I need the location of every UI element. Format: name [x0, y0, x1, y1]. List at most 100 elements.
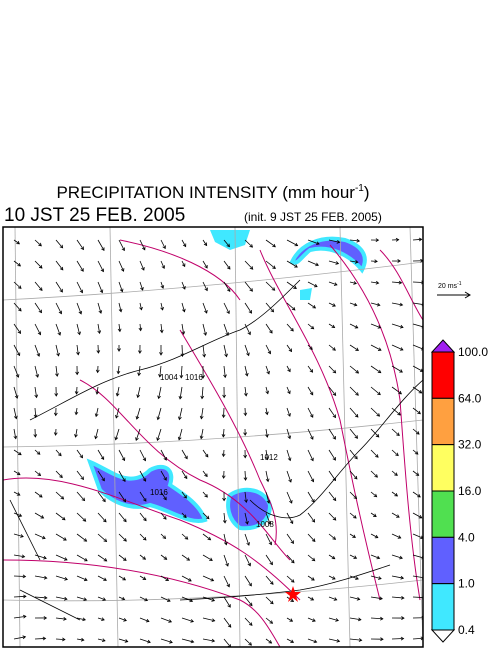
wind-arrow	[370, 428, 380, 438]
wind-arrowhead	[211, 598, 216, 602]
wind-arrowhead	[59, 244, 64, 249]
wind-arrowhead	[204, 264, 208, 269]
wind-arrow	[13, 386, 18, 399]
wind-arrow	[13, 575, 26, 577]
wind-arrow	[223, 323, 229, 336]
wind-arrow	[139, 239, 146, 250]
wind-arrowhead	[181, 263, 186, 268]
wind-arrow	[223, 239, 230, 247]
wind-arrow	[370, 617, 383, 620]
wind-arrowhead	[243, 477, 248, 481]
wind-arrowhead	[248, 310, 252, 314]
wind-arrow	[55, 365, 58, 377]
wind-arrowhead	[224, 353, 228, 358]
wind-arrowhead	[202, 353, 207, 358]
wind-arrow	[13, 533, 24, 538]
wind-arrowhead	[265, 456, 270, 461]
wind-arrowhead	[17, 285, 22, 289]
wind-arrowhead	[83, 538, 88, 542]
wind-arrow	[55, 554, 68, 561]
wind-arrowhead	[418, 389, 423, 394]
wind-arrow	[307, 554, 316, 562]
wind-arrow	[328, 512, 337, 521]
wind-arrowhead	[353, 281, 357, 285]
wind-arrow	[349, 575, 359, 580]
wind-arrowhead	[96, 350, 101, 354]
wind-arrow	[328, 449, 336, 461]
wind-arrow	[328, 239, 340, 243]
wind-arrowhead	[163, 496, 167, 501]
wind-arrow	[307, 491, 315, 503]
wind-arrow	[307, 302, 316, 309]
wind-arrow	[202, 617, 215, 622]
wind-arrowhead	[288, 479, 292, 483]
wind-arrow	[307, 365, 313, 373]
wind-arrowhead	[39, 287, 43, 291]
wind-arrowhead	[311, 538, 316, 542]
wind-arrowhead	[159, 352, 163, 356]
wind-arrow	[286, 617, 293, 622]
wind-arrowhead	[201, 375, 205, 379]
wind-arrowhead	[246, 352, 250, 357]
wind-arrowhead	[184, 536, 189, 540]
wind-arrowhead	[53, 432, 58, 436]
wind-arrow	[412, 428, 420, 435]
wind-arrowhead	[114, 436, 119, 441]
wind-arrow	[391, 386, 402, 395]
wind-arrow	[244, 260, 254, 270]
wind-arrowhead	[43, 616, 48, 620]
wind-arrowhead	[139, 306, 143, 311]
wind-arrow	[412, 470, 419, 476]
wind-arrowhead	[140, 287, 144, 291]
location-marker	[285, 586, 301, 602]
wind-arrowhead	[122, 576, 127, 581]
wind-arrowhead	[209, 557, 213, 561]
wind-arrow	[328, 260, 339, 265]
wind-arrow	[265, 596, 274, 604]
wind-arrowhead	[374, 474, 378, 478]
wind-arrowhead	[18, 451, 22, 456]
wind-arrow	[139, 491, 147, 502]
wind-arrowhead	[267, 350, 272, 355]
wind-arrow	[244, 344, 250, 356]
wind-arrow	[391, 365, 403, 373]
wind-arrow	[202, 596, 215, 602]
wind-arrowhead	[243, 432, 248, 436]
wind-arrowhead	[64, 577, 68, 581]
wind-arrow	[180, 365, 183, 378]
wind-arrow	[139, 575, 146, 580]
wind-arrow	[55, 533, 67, 541]
wind-arrowhead	[199, 435, 204, 440]
wind-arrowhead	[375, 454, 379, 458]
wind-arrowhead	[160, 285, 165, 289]
wind-arrowhead	[119, 288, 124, 293]
wind-arrowhead	[225, 563, 229, 567]
wind-arrowhead	[80, 246, 84, 251]
wind-arrow	[160, 617, 172, 623]
wind-arrow	[115, 407, 120, 419]
colorbar-label: 32.0	[458, 438, 482, 452]
wind-arrowhead	[121, 596, 126, 601]
colorbar-label: 0.4	[458, 623, 475, 637]
title-end: )	[364, 183, 370, 202]
wind-arrow	[286, 428, 291, 439]
wind-arrowhead	[95, 391, 100, 395]
wind-arrowhead	[355, 370, 360, 374]
wind-arrowhead	[142, 536, 147, 541]
wind-arrowhead	[335, 261, 340, 265]
wind-arrowhead	[312, 618, 316, 622]
wind-arrowhead	[398, 390, 402, 395]
wind-arrow	[13, 512, 22, 517]
wind-arrowhead	[163, 516, 167, 520]
wind-arrow	[244, 470, 246, 481]
wind-arrow	[97, 638, 106, 642]
wind-arrowhead	[38, 494, 43, 498]
wind-arrow	[328, 596, 337, 601]
wind-arrowhead	[331, 576, 336, 580]
wind-arrowhead	[16, 492, 21, 496]
reference-label: 20 ms-1	[438, 281, 462, 290]
wind-arrow	[370, 533, 379, 538]
wind-arrow	[244, 491, 247, 503]
valid-time: 10 JST 25 FEB. 2005	[4, 205, 185, 226]
wind-arrowhead	[267, 521, 272, 525]
